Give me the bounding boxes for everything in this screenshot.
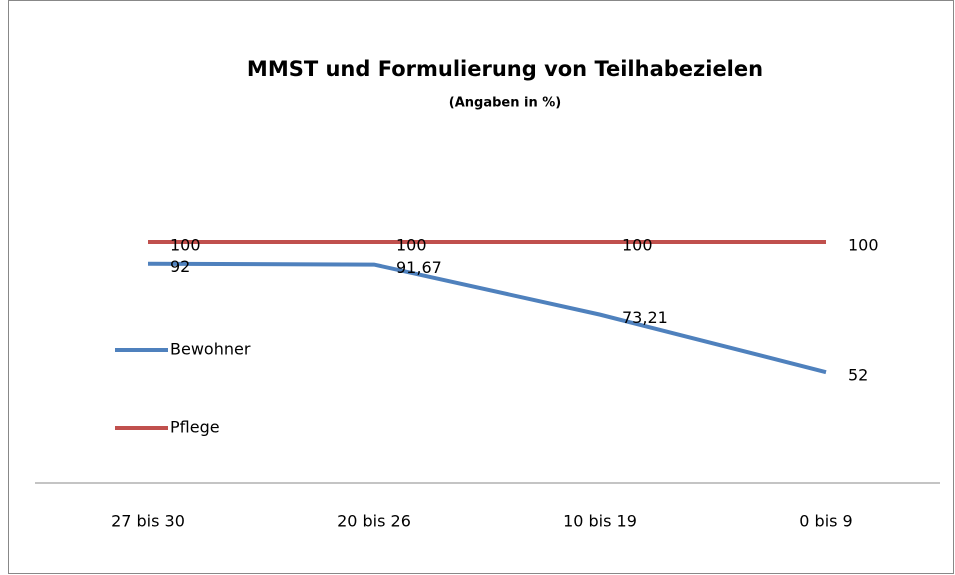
data-label: 100 bbox=[622, 236, 653, 255]
x-tick-label: 10 bis 19 bbox=[563, 512, 637, 531]
line bbox=[147, 261, 827, 375]
data-label: 100 bbox=[848, 236, 879, 255]
legend-label: Bewohner bbox=[170, 340, 251, 359]
data-label: 91,67 bbox=[396, 258, 442, 277]
x-tick-label: 27 bis 30 bbox=[111, 512, 185, 531]
data-label: 73,21 bbox=[622, 308, 668, 327]
chart-title: MMST und Formulierung von Teilhabezielen bbox=[247, 57, 763, 81]
data-label: 100 bbox=[396, 236, 427, 255]
chart-subtitle: (Angaben in %) bbox=[449, 96, 561, 111]
data-label: 92 bbox=[170, 257, 190, 276]
x-tick-label: 20 bis 26 bbox=[337, 512, 411, 531]
data-label: 100 bbox=[170, 236, 201, 255]
data-label: 52 bbox=[848, 366, 868, 385]
legend-label: Pflege bbox=[170, 418, 220, 437]
x-tick-label: 0 bis 9 bbox=[799, 512, 852, 531]
